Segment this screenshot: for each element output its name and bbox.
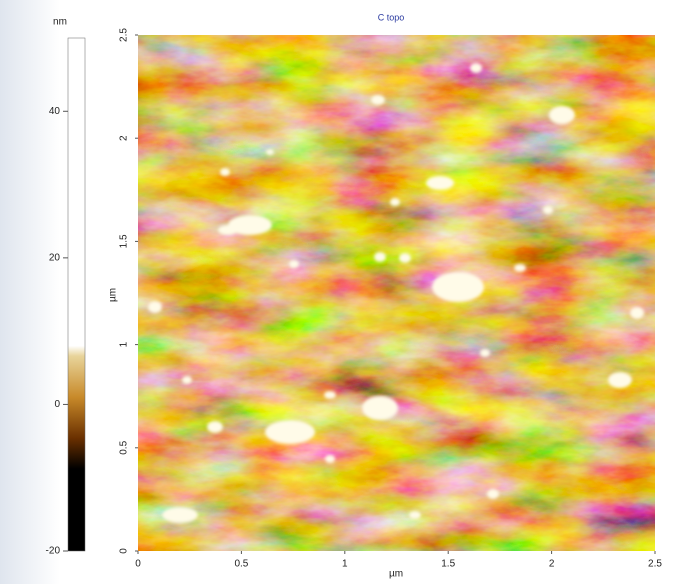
colorbar-tick-label: 20 [49,252,61,263]
particle [325,455,335,463]
particle [390,198,400,206]
colorbar [67,37,86,552]
particle [220,168,230,176]
colorbar-tick-label: -20 [46,546,61,557]
particle [480,349,490,357]
y-tick-label: 1 [119,341,130,347]
y-tick-label: 0.5 [119,440,130,454]
particle [324,391,336,399]
y-tick-label: 2 [119,135,130,141]
y-tick-label: 1.5 [119,234,130,248]
x-tick-label: 2 [549,559,555,570]
background [0,0,60,584]
particle [148,301,162,313]
particle [207,421,223,433]
x-tick-label: 0 [135,559,141,570]
x-tick-label: 1 [342,559,348,570]
particle [362,396,398,420]
particle [266,149,274,155]
particle [182,376,192,384]
particle [487,489,499,499]
particle [228,215,272,235]
particle [371,95,385,105]
particle [289,260,299,268]
x-tick-label: 0.5 [234,559,248,570]
particle [409,511,421,519]
particle [218,225,238,235]
particle [162,507,198,523]
particle [374,252,386,262]
particle [630,307,644,319]
y-axis-label: µm [108,288,119,302]
particle [543,206,553,214]
afm-image [138,35,655,551]
particle [399,253,411,263]
x-tick-label: 2.5 [648,559,662,570]
particle [426,176,454,190]
particle [265,420,315,444]
y-tick-label: 2.5 [119,28,130,42]
x-axis-label: µm [389,569,403,580]
particle [470,63,482,73]
afm-texture [138,35,655,551]
chart-title: C topo [378,12,405,22]
particle [514,264,526,272]
particle [608,372,632,388]
colorbar-label: nm [53,17,67,28]
particle [549,106,575,124]
particle [432,272,484,302]
particles [148,63,644,523]
colorbar-tick-label: 40 [49,106,61,117]
colorbar-tick-label: 0 [54,399,60,410]
y-tick-label: 0 [119,548,130,554]
x-tick-label: 1.5 [441,559,455,570]
